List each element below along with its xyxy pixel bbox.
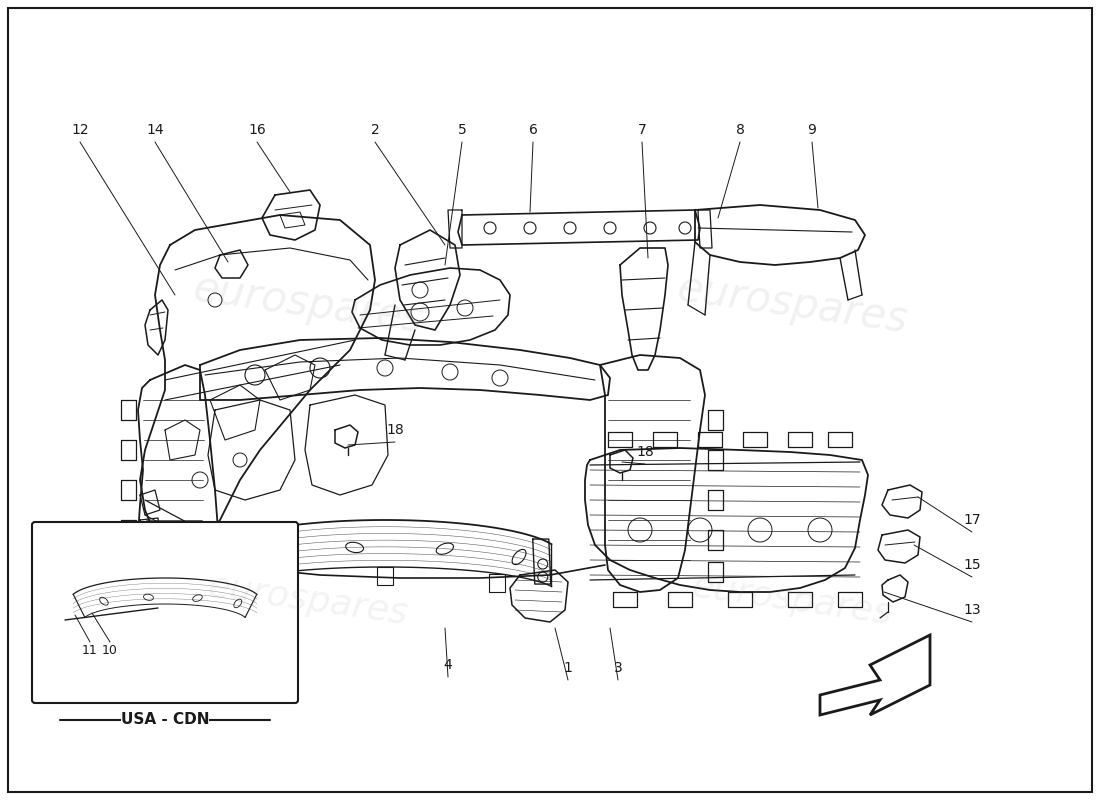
Text: 18: 18 bbox=[636, 445, 653, 459]
Text: 17: 17 bbox=[964, 513, 981, 527]
Text: eurospares: eurospares bbox=[690, 569, 894, 631]
Text: eurospares: eurospares bbox=[206, 569, 410, 631]
Text: 12: 12 bbox=[72, 123, 89, 137]
Text: 1: 1 bbox=[563, 661, 572, 675]
Text: 14: 14 bbox=[146, 123, 164, 137]
Text: 3: 3 bbox=[614, 661, 623, 675]
Text: 18: 18 bbox=[386, 423, 404, 437]
Text: 13: 13 bbox=[964, 603, 981, 617]
Text: 6: 6 bbox=[529, 123, 538, 137]
Text: 5: 5 bbox=[458, 123, 466, 137]
Text: eurospares: eurospares bbox=[674, 267, 910, 341]
FancyBboxPatch shape bbox=[32, 522, 298, 703]
Polygon shape bbox=[820, 635, 930, 715]
Text: 15: 15 bbox=[964, 558, 981, 572]
Text: 8: 8 bbox=[736, 123, 745, 137]
Text: 11: 11 bbox=[82, 643, 98, 657]
Text: 7: 7 bbox=[638, 123, 647, 137]
Text: 10: 10 bbox=[102, 643, 118, 657]
Text: 2: 2 bbox=[371, 123, 380, 137]
Text: eurospares: eurospares bbox=[190, 267, 426, 341]
Text: USA - CDN: USA - CDN bbox=[121, 713, 209, 727]
Text: 4: 4 bbox=[443, 658, 452, 672]
Text: 16: 16 bbox=[249, 123, 266, 137]
Text: 9: 9 bbox=[807, 123, 816, 137]
